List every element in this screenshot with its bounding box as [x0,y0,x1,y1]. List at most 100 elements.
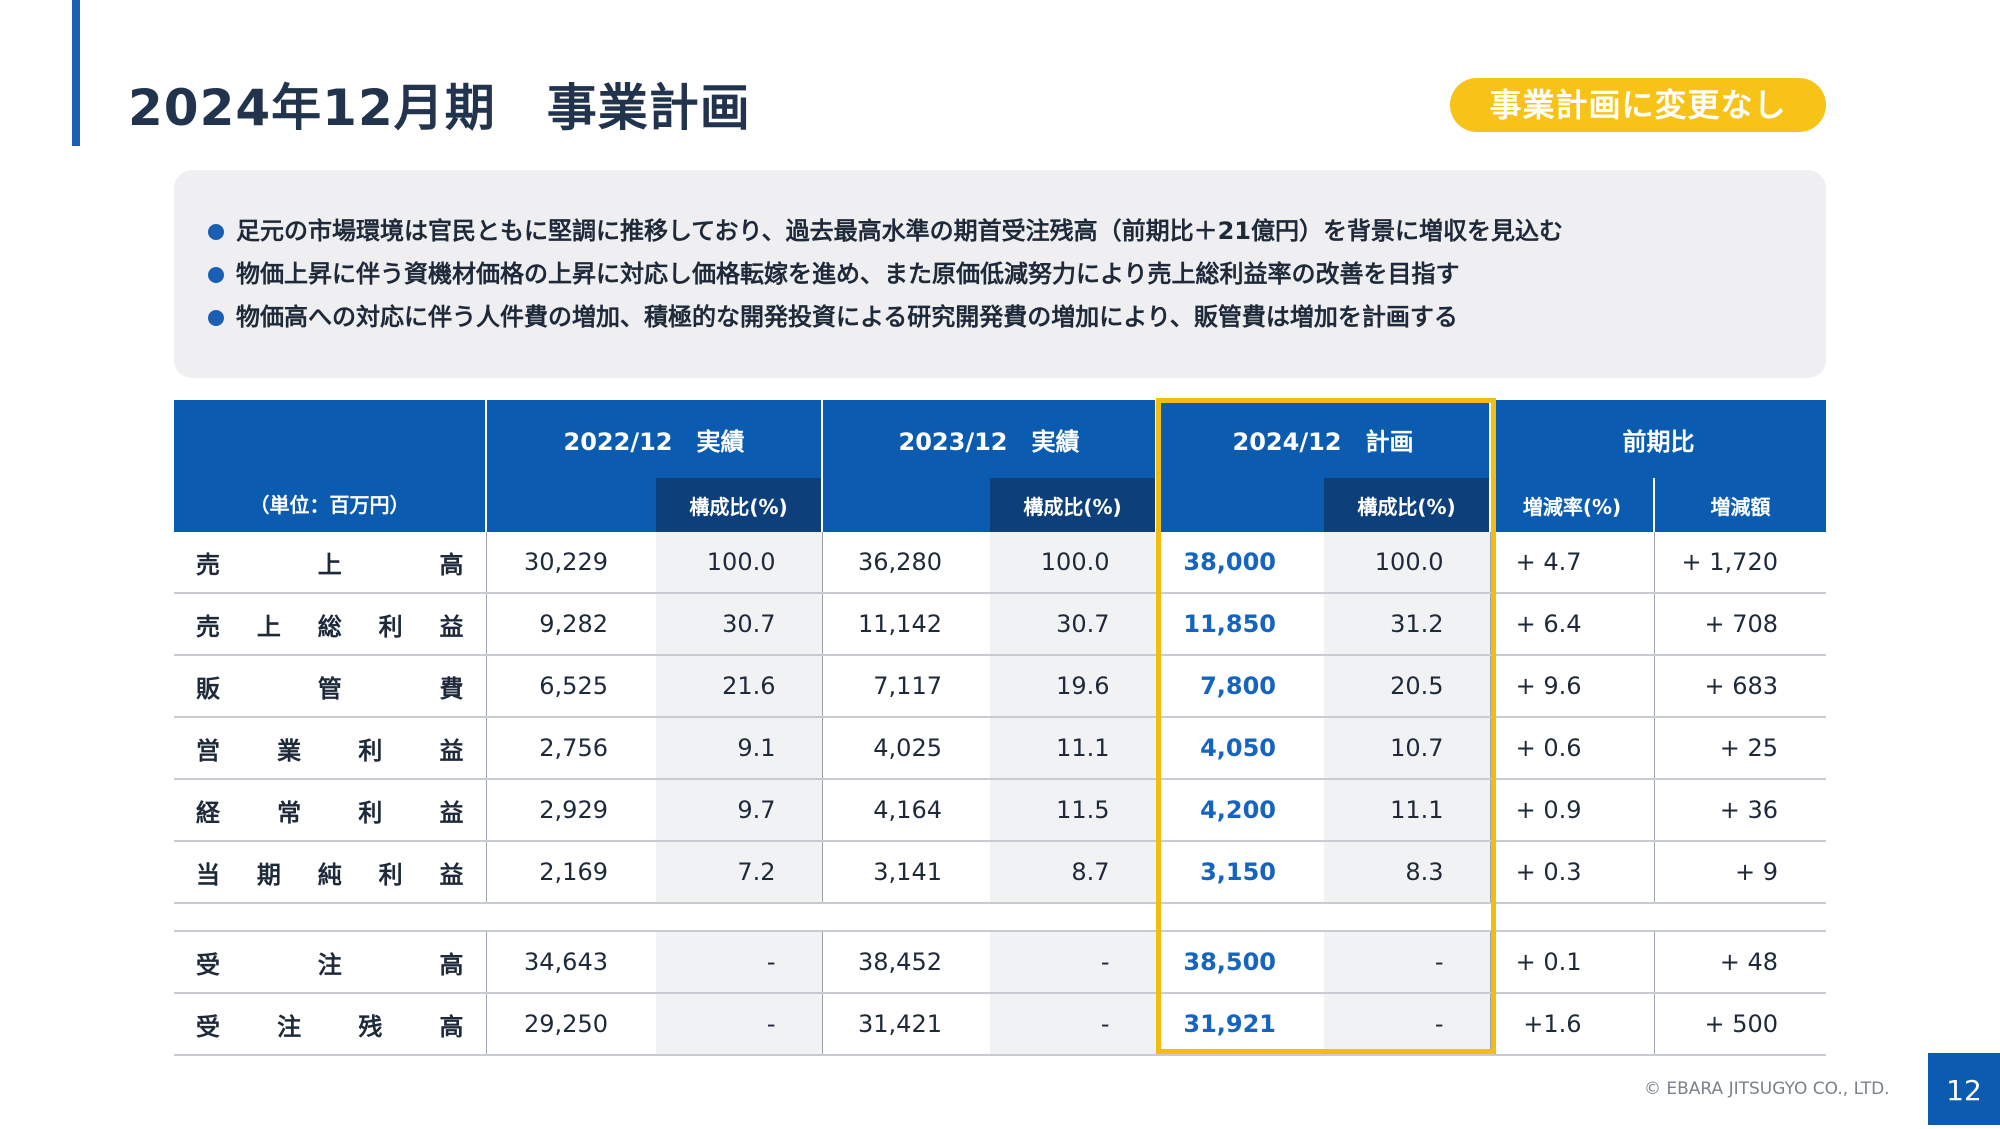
summary-item: 物価高への対応に伴う人件費の増加、積極的な開発投資による研究開発費の増加により、… [208,296,1826,339]
business-plan-table: （単位：百万円） 2022/12 実績 2023/12 実績 2024/12 計… [174,400,1826,1056]
value-2023: 38,452 [821,931,990,994]
header-2023-value [821,478,990,532]
row-label: 営業利益 [174,717,487,780]
table-row: 販 管 費 6,525 21.6 7,117 19.6 7,800 20.5 + 9.6 + 683 [174,655,1826,718]
summary-list: 足元の市場環境は官民ともに堅調に推移しており、過去最高水準の期首受注残高（前期比… [174,170,1826,339]
ratio-2023: - [990,993,1156,1056]
value-2023: 4,164 [821,779,990,842]
ratio-2022: 30.7 [656,593,822,656]
value-2023: 3,141 [821,841,990,904]
value-2022: 6,525 [486,655,656,718]
change-amount: + 1,720 [1653,532,1826,594]
value-2024-plan: 7,800 [1155,655,1324,718]
header-2022: 2022/12 実績 [485,400,822,478]
row-label-char: 益 [439,736,464,765]
summary-item: 足元の市場環境は官民ともに堅調に推移しており、過去最高水準の期首受注残高（前期比… [208,210,1826,253]
row-label-char: 営 [196,736,220,765]
value-2022: 2,929 [486,779,656,842]
accent-bar [72,0,80,146]
value-2022: 34,643 [486,931,656,994]
ratio-2024: - [1324,931,1490,994]
change-amount: + 683 [1653,655,1826,718]
change-amount: + 9 [1653,841,1826,904]
table-row: 営 業 利 益 2,756 9.1 4,025 11.1 4,050 10.7 + 0.6 + 25 [174,717,1826,780]
ratio-2023: 11.1 [990,717,1156,780]
change-rate: + 0.9 [1489,779,1654,842]
value-2022: 9,282 [486,593,656,656]
value-2024-plan: 4,200 [1155,779,1324,842]
ratio-2023: - [990,931,1156,994]
row-label-char: 益 [439,860,464,889]
value-2022: 2,169 [486,841,656,904]
row-label-char: 利 [378,860,403,889]
header-2024: 2024/12 計画 [1155,400,1490,478]
ratio-2024: 100.0 [1324,532,1490,594]
row-label-char: 高 [439,1012,464,1041]
row-label-char: 利 [378,612,403,641]
ratio-2023: 100.0 [990,532,1156,594]
row-label-char: 受 [196,950,220,979]
row-label-char: 管 [317,674,342,703]
value-2023: 31,421 [821,993,990,1056]
ratio-2024: 31.2 [1324,593,1490,656]
row-label-char: 業 [277,736,302,765]
row-label-char: 注 [317,950,342,979]
value-2023: 36,280 [821,532,990,594]
copyright: © EBARA JITSUGYO CO., LTD. [1644,1079,1890,1099]
row-label: 販管費 [174,655,487,718]
ratio-2022: - [656,993,822,1056]
value-2022: 2,756 [486,717,656,780]
row-label: 受注高 [174,931,487,994]
unit-label: （単位：百万円） [174,400,486,532]
table-row: 売上高 30,229 100.0 36,280 100.0 38,000 100.0 + 4.… [174,532,1826,594]
summary-item: 物価上昇に伴う資機材価格の上昇に対応し価格転嫁を進め、また原価低減努力により売上… [208,253,1826,296]
value-2023: 4,025 [821,717,990,780]
table-row: 受注残高 29,250-31,421-31,921- +1.6 + 500 [174,993,1826,1056]
ratio-2023: 30.7 [990,593,1156,656]
ratio-2023: 11.5 [990,779,1156,842]
row-label-char: 売 [196,550,220,579]
row-label: 受注残高 [174,993,487,1056]
row-label-char: 残 [358,1012,383,1041]
header-change-amount: 増減額 [1653,478,1826,532]
value-2024-plan: 31,921 [1155,993,1324,1056]
row-label: 売上高 [174,532,487,594]
row-label-char: 利 [358,798,383,827]
row-label: 当期純利益 [174,841,487,904]
row-label-char: 経 [196,798,220,827]
change-rate: + 9.6 [1489,655,1654,718]
row-label-char: 売 [196,612,220,641]
header-2023-ratio: 構成比(%) [990,478,1156,532]
change-amount: + 500 [1653,993,1826,1056]
table-row: 当 期 純 利 益 2,169 7.2 3,141 8.7 3,150 8.3 + 0.3 + 9 [174,841,1826,904]
ratio-2024: 20.5 [1324,655,1490,718]
ratio-2022: - [656,931,822,994]
value-2024-plan: 11,850 [1155,593,1324,656]
page-number: 12 [1928,1053,2000,1125]
header-2023: 2023/12 実績 [821,400,1156,478]
bullet-icon [208,267,224,283]
row-label-char: 販 [196,674,220,703]
row-label-char: 上 [317,550,342,579]
spacer-row [174,903,1826,932]
ratio-2022: 21.6 [656,655,822,718]
table-row: 経 常 利 益 2,929 9.7 4,164 11.5 4,200 11.1 + 0.9 + 36 [174,779,1826,842]
row-label-char: 注 [277,1012,302,1041]
ratio-2022: 9.1 [656,717,822,780]
row-label-char: 期 [256,860,281,889]
status-badge: 事業計画に変更なし [1450,78,1826,132]
value-2022: 29,250 [486,993,656,1056]
ratio-2024: 10.7 [1324,717,1490,780]
row-label: 経常利益 [174,779,487,842]
header-2022-value [485,478,656,532]
row-label-char: 上 [256,612,281,641]
ratio-2024: 11.1 [1324,779,1490,842]
ratio-2023: 19.6 [990,655,1156,718]
header-yoy: 前期比 [1489,400,1826,478]
change-amount: + 48 [1653,931,1826,994]
row-label-char: 純 [317,860,342,889]
row-label-char: 益 [439,612,464,641]
change-amount: + 708 [1653,593,1826,656]
header-2022-ratio: 構成比(%) [656,478,822,532]
header-2024-ratio: 構成比(%) [1324,478,1490,532]
